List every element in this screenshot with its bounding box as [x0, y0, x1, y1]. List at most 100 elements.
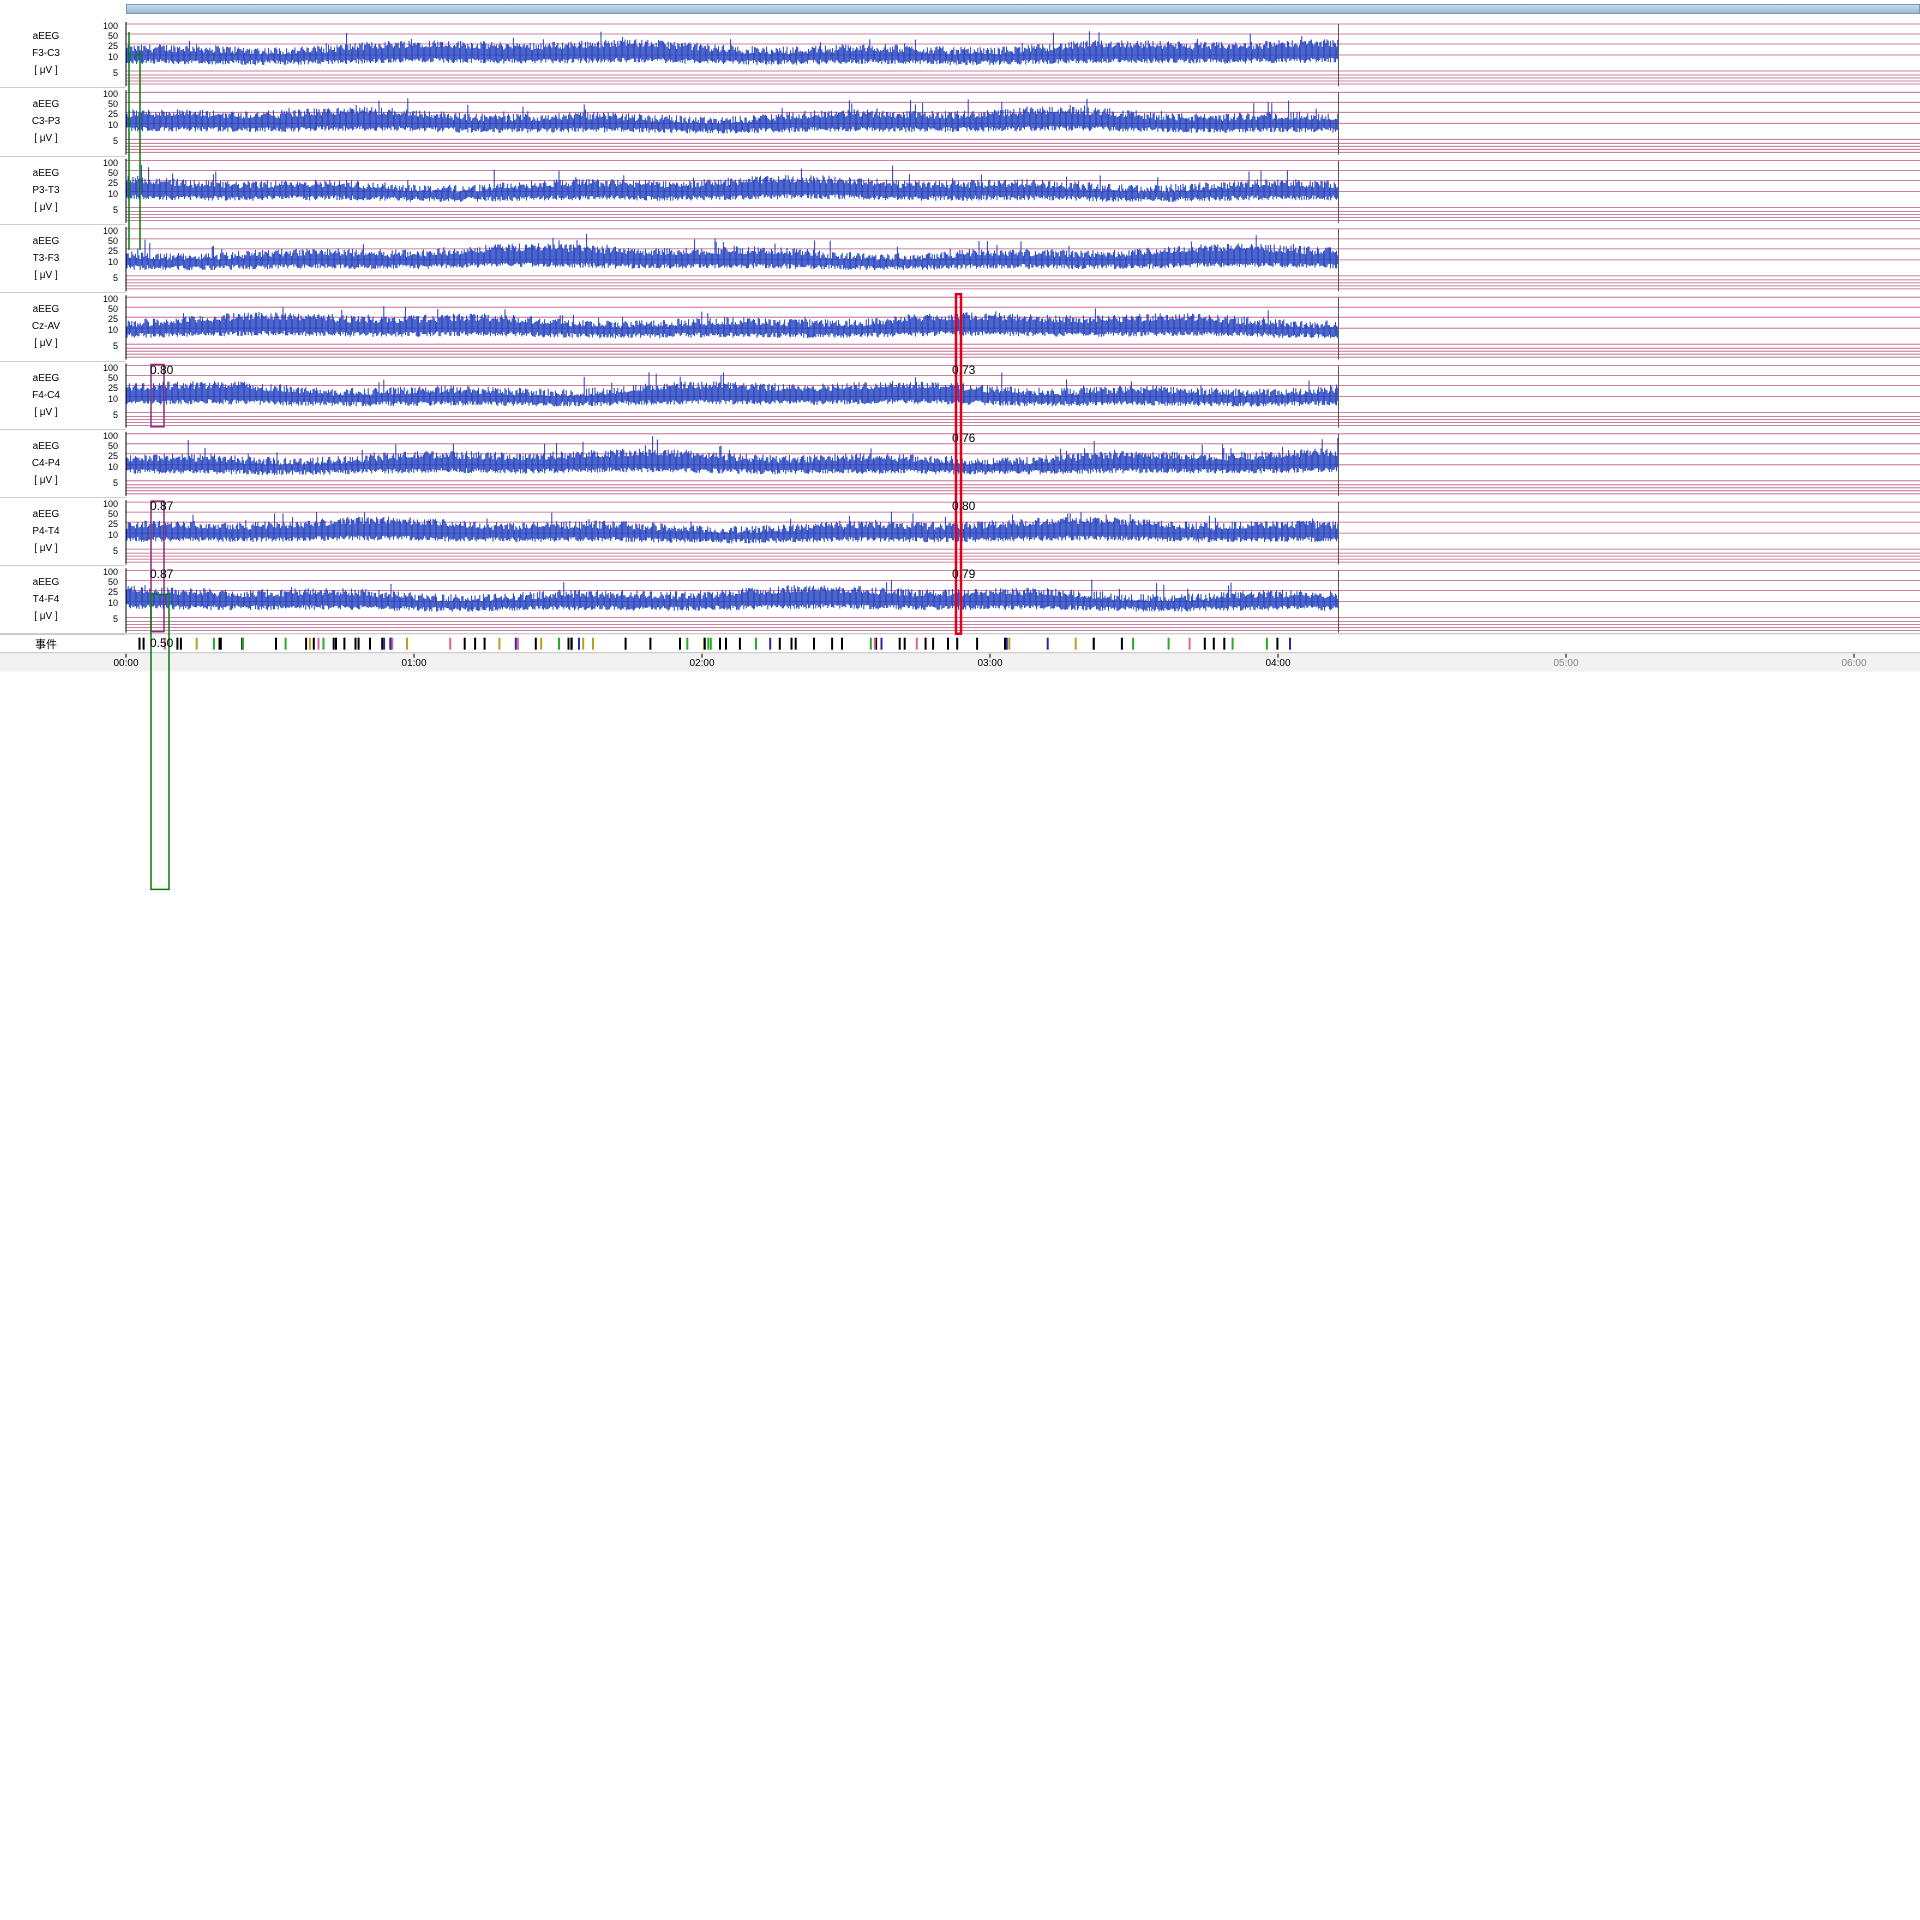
time-tick-label: 03:00	[977, 657, 1003, 669]
event-marker	[391, 637, 394, 650]
scale-tick: 5	[112, 136, 118, 147]
channel-unit: [ μV ]	[34, 406, 58, 418]
scale-tick: 100	[102, 21, 118, 31]
amplitude-scale: 100 50 25 10 5	[92, 293, 122, 361]
scale-tick: 25	[107, 450, 118, 461]
event-marker	[1120, 637, 1123, 650]
channel-type: aEEG	[32, 577, 60, 589]
scale-tick: 50	[107, 235, 118, 246]
event-marker	[1074, 637, 1077, 650]
scale-tick: 50	[107, 509, 118, 520]
eeg-trace	[126, 233, 1339, 271]
event-marker	[707, 637, 710, 650]
scale-tick: 25	[107, 109, 118, 120]
scale-tick: 5	[112, 204, 118, 215]
scale-tick: 50	[107, 167, 118, 178]
channel-unit: [ μV ]	[34, 338, 58, 350]
scale-tick: 50	[107, 304, 118, 315]
event-marker	[1008, 637, 1011, 650]
scale-tick: 5	[112, 341, 118, 352]
eeg-trace	[126, 372, 1339, 407]
event-marker	[686, 637, 689, 650]
band-value-label: 0.80	[150, 362, 174, 377]
eeg-trace	[126, 31, 1339, 66]
scale-tick: 100	[102, 362, 118, 373]
event-marker	[176, 637, 179, 650]
event-marker	[1289, 637, 1291, 650]
event-marker	[381, 637, 384, 650]
channel-label-cz-av: aEEG Cz-AV [ μV ]	[0, 301, 92, 352]
scale-tick: 10	[107, 598, 118, 609]
green-marker	[150, 593, 170, 891]
scale-tick: 5	[112, 477, 118, 488]
scale-tick: 5	[112, 546, 118, 557]
amplitude-scale: 100 50 25 10 5	[92, 498, 122, 566]
event-marker	[915, 637, 918, 650]
event-marker	[332, 637, 335, 650]
event-marker	[769, 637, 772, 650]
amplitude-scale: 100 50 25 10 5	[92, 362, 122, 430]
scale-tick: 10	[107, 188, 118, 199]
event-marker	[1167, 637, 1170, 650]
event-marker	[383, 637, 386, 650]
event-marker	[516, 637, 519, 650]
channel-unit: [ μV ]	[34, 611, 58, 623]
amplitude-scale: 100 50 25 10 5	[92, 157, 122, 225]
event-marker	[1223, 637, 1226, 650]
row-divider	[0, 87, 126, 89]
events-label: 事件	[35, 639, 57, 651]
channel-unit: [ μV ]	[34, 543, 58, 555]
channel-name: C4-P4	[31, 457, 61, 469]
event-marker	[242, 637, 244, 650]
event-marker	[873, 637, 876, 650]
channel-label-p3-t3: aEEG P3-T3 [ μV ]	[0, 165, 92, 216]
scale-tick: 25	[107, 177, 118, 188]
channel-label-t4-f4: aEEG T4-F4 [ μV ]	[0, 574, 92, 625]
channel-label-t3-f3: aEEG T3-F3 [ μV ]	[0, 233, 92, 284]
event-marker	[778, 637, 781, 650]
channel-name: P4-T4	[32, 526, 60, 538]
event-marker	[790, 637, 793, 650]
event-marker	[498, 637, 501, 650]
eeg-trace	[126, 511, 1339, 544]
channel-type: aEEG	[32, 235, 60, 247]
event-marker	[369, 637, 371, 650]
purple-marker	[150, 363, 165, 428]
scale-tick: 5	[112, 614, 118, 625]
time-tick-label: 06:00	[1841, 657, 1867, 669]
band-value-label: 0.76	[952, 430, 976, 445]
time-tick-label: 01:00	[401, 657, 427, 669]
event-marker	[1132, 637, 1135, 650]
event-marker	[725, 637, 727, 650]
scale-tick: 10	[107, 325, 118, 336]
row-divider	[0, 223, 126, 225]
channel-unit: [ μV ]	[34, 133, 58, 145]
event-marker	[219, 637, 222, 650]
scale-tick: 5	[112, 272, 118, 283]
scale-tick: 10	[107, 393, 118, 404]
event-marker	[831, 637, 834, 650]
event-marker	[514, 637, 517, 650]
scale-tick: 100	[102, 499, 118, 510]
event-marker	[483, 637, 486, 650]
event-marker	[903, 637, 906, 650]
scale-tick: 100	[102, 89, 118, 100]
row-divider	[0, 497, 126, 499]
row-divider	[0, 428, 126, 430]
scale-tick: 100	[102, 225, 118, 236]
event-marker	[738, 637, 741, 650]
time-tick-label: 02:00	[689, 657, 715, 669]
scale-tick: 25	[107, 519, 118, 530]
channel-label-c4-p4: aEEG C4-P4 [ μV ]	[0, 438, 92, 489]
row-divider	[0, 155, 126, 157]
eeg-trace	[126, 579, 1339, 612]
channel-type: aEEG	[32, 99, 60, 111]
band-value-label: 0.73	[952, 362, 976, 377]
time-tick-label: 04:00	[1265, 657, 1291, 669]
event-marker	[312, 637, 315, 650]
red-selection-marker	[954, 292, 963, 635]
row-divider	[0, 565, 126, 567]
event-marker	[703, 637, 706, 650]
